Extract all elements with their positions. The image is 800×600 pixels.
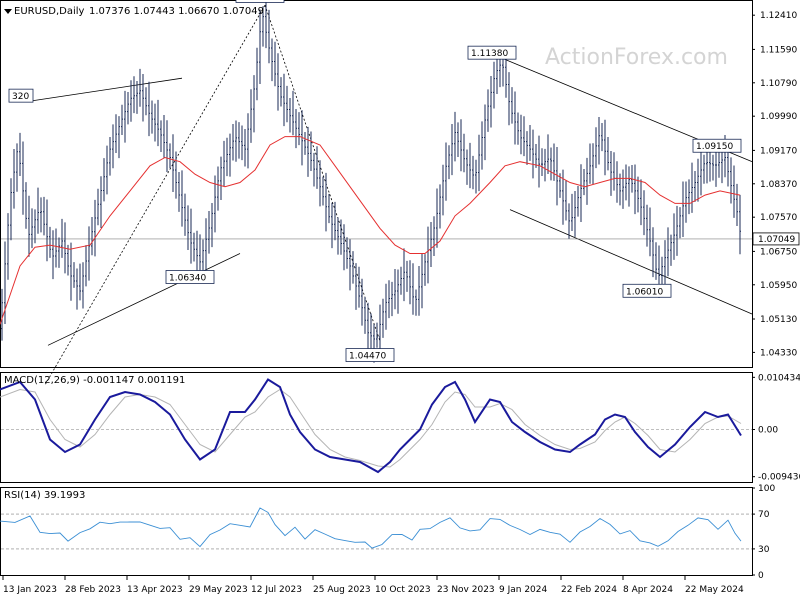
x-tick-label: 29 May 2023 xyxy=(189,585,248,595)
macd-panel: 0.010434 0.00 -0.009436 xyxy=(0,373,800,483)
price-tick-label: 1.11590 xyxy=(760,45,797,55)
macd-panel-frame xyxy=(0,372,753,483)
rsi-label: RSI(14) 39.1993 xyxy=(4,490,85,501)
annotation-box xyxy=(8,88,34,103)
x-tick-label: 8 Apr 2024 xyxy=(623,585,673,595)
x-tick-label: 28 Feb 2023 xyxy=(65,585,121,595)
x-tick-label: 9 Jan 2024 xyxy=(499,585,547,595)
x-tick-label: 13 Jan 2023 xyxy=(3,585,57,595)
price-tick-label: 1.06750 xyxy=(760,247,797,257)
annotation-label: 320 xyxy=(12,92,29,102)
price-tick-label: 1.12410 xyxy=(760,11,797,21)
rsi-panel-frame xyxy=(0,487,753,576)
annotation-box xyxy=(622,283,672,298)
symbol-label: EURUSD,Daily xyxy=(14,6,85,17)
annotation-box xyxy=(467,45,517,60)
annotation-label: 1.06340 xyxy=(169,274,206,284)
trendline xyxy=(44,4,266,386)
rsi-tick-label: 0 xyxy=(758,571,764,581)
last-price-box xyxy=(752,232,800,246)
price-tick-label: 1.07570 xyxy=(760,213,797,223)
rsi-panel: 100 70 30 0 xyxy=(0,484,775,581)
rsi-tick-label: 100 xyxy=(758,484,775,494)
annotation-label: 1.11380 xyxy=(471,49,508,59)
rsi-tick-label: 30 xyxy=(758,545,770,555)
rsi-line xyxy=(0,507,742,549)
x-tick-label: 13 Apr 2023 xyxy=(127,585,183,595)
dropdown-arrow-icon[interactable] xyxy=(4,9,12,14)
price-tick-label: 1.08370 xyxy=(760,180,797,190)
macd-line xyxy=(0,378,742,474)
macd-label: MACD(12,26,9) -0.001147 0.001191 xyxy=(4,375,185,386)
annotation-box xyxy=(235,0,285,3)
annotation-box xyxy=(692,138,742,153)
macd-signal-line xyxy=(0,388,742,468)
annotation-label: 1.12740 xyxy=(239,0,276,2)
rsi-tick-label: 70 xyxy=(758,510,770,520)
x-tick-label: 25 Aug 2023 xyxy=(313,585,371,595)
trendline xyxy=(29,77,183,102)
annotation-label: 1.04470 xyxy=(349,352,386,362)
annotation-label: 1.06010 xyxy=(626,287,663,297)
x-tick-label: 22 May 2024 xyxy=(685,585,744,595)
x-tick-label: 22 Feb 2024 xyxy=(561,585,617,595)
watermark: ActionForex.com xyxy=(545,45,728,70)
annotation-box xyxy=(165,270,215,284)
price-tick-label: 1.04330 xyxy=(760,348,797,358)
trendline xyxy=(47,253,241,346)
x-tick-label: 10 Oct 2023 xyxy=(375,585,431,595)
last-price-label: 1.07049 xyxy=(758,235,795,245)
price-panel: 1.12410 1.11590 1.10790 1.09990 1.09170 1.083… xyxy=(0,0,800,386)
trendline xyxy=(509,209,753,315)
macd-tick-label: 0.010434 xyxy=(758,373,800,383)
annotation-box xyxy=(345,348,395,362)
macd-tick-label: -0.009436 xyxy=(758,473,800,483)
x-tick-label: 23 Nov 2023 xyxy=(437,585,495,595)
price-tick-label: 1.10790 xyxy=(760,79,797,89)
x-tick-label: 12 Jul 2023 xyxy=(251,585,302,595)
price-tick-label: 1.09170 xyxy=(760,146,797,156)
macd-tick-label: 0.00 xyxy=(758,426,778,436)
price-tick-label: 1.09990 xyxy=(760,112,797,122)
annotation-label: 1.09150 xyxy=(696,142,733,152)
price-tick-label: 1.05130 xyxy=(760,315,797,325)
moving-average-line xyxy=(0,136,741,325)
trendline xyxy=(264,5,381,342)
price-tick-label: 1.05950 xyxy=(760,281,797,291)
x-axis: 13 Jan 2023 28 Feb 2023 13 Apr 2023 29 May … xyxy=(2,576,744,595)
ohlc-label: 1.07376 1.07443 1.06670 1.07049 xyxy=(89,6,264,17)
